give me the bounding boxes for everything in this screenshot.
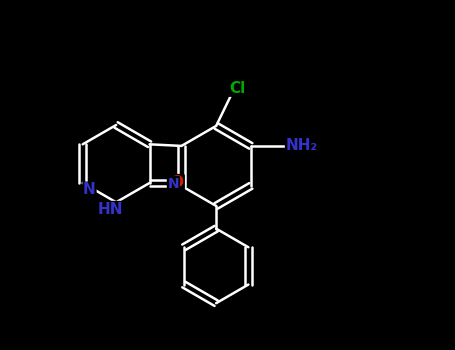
Text: O: O: [170, 175, 183, 190]
Text: N: N: [83, 182, 96, 197]
Text: HN: HN: [98, 202, 123, 217]
Text: NH₂: NH₂: [286, 138, 318, 153]
Text: Cl: Cl: [229, 81, 246, 96]
Text: N: N: [167, 177, 179, 191]
